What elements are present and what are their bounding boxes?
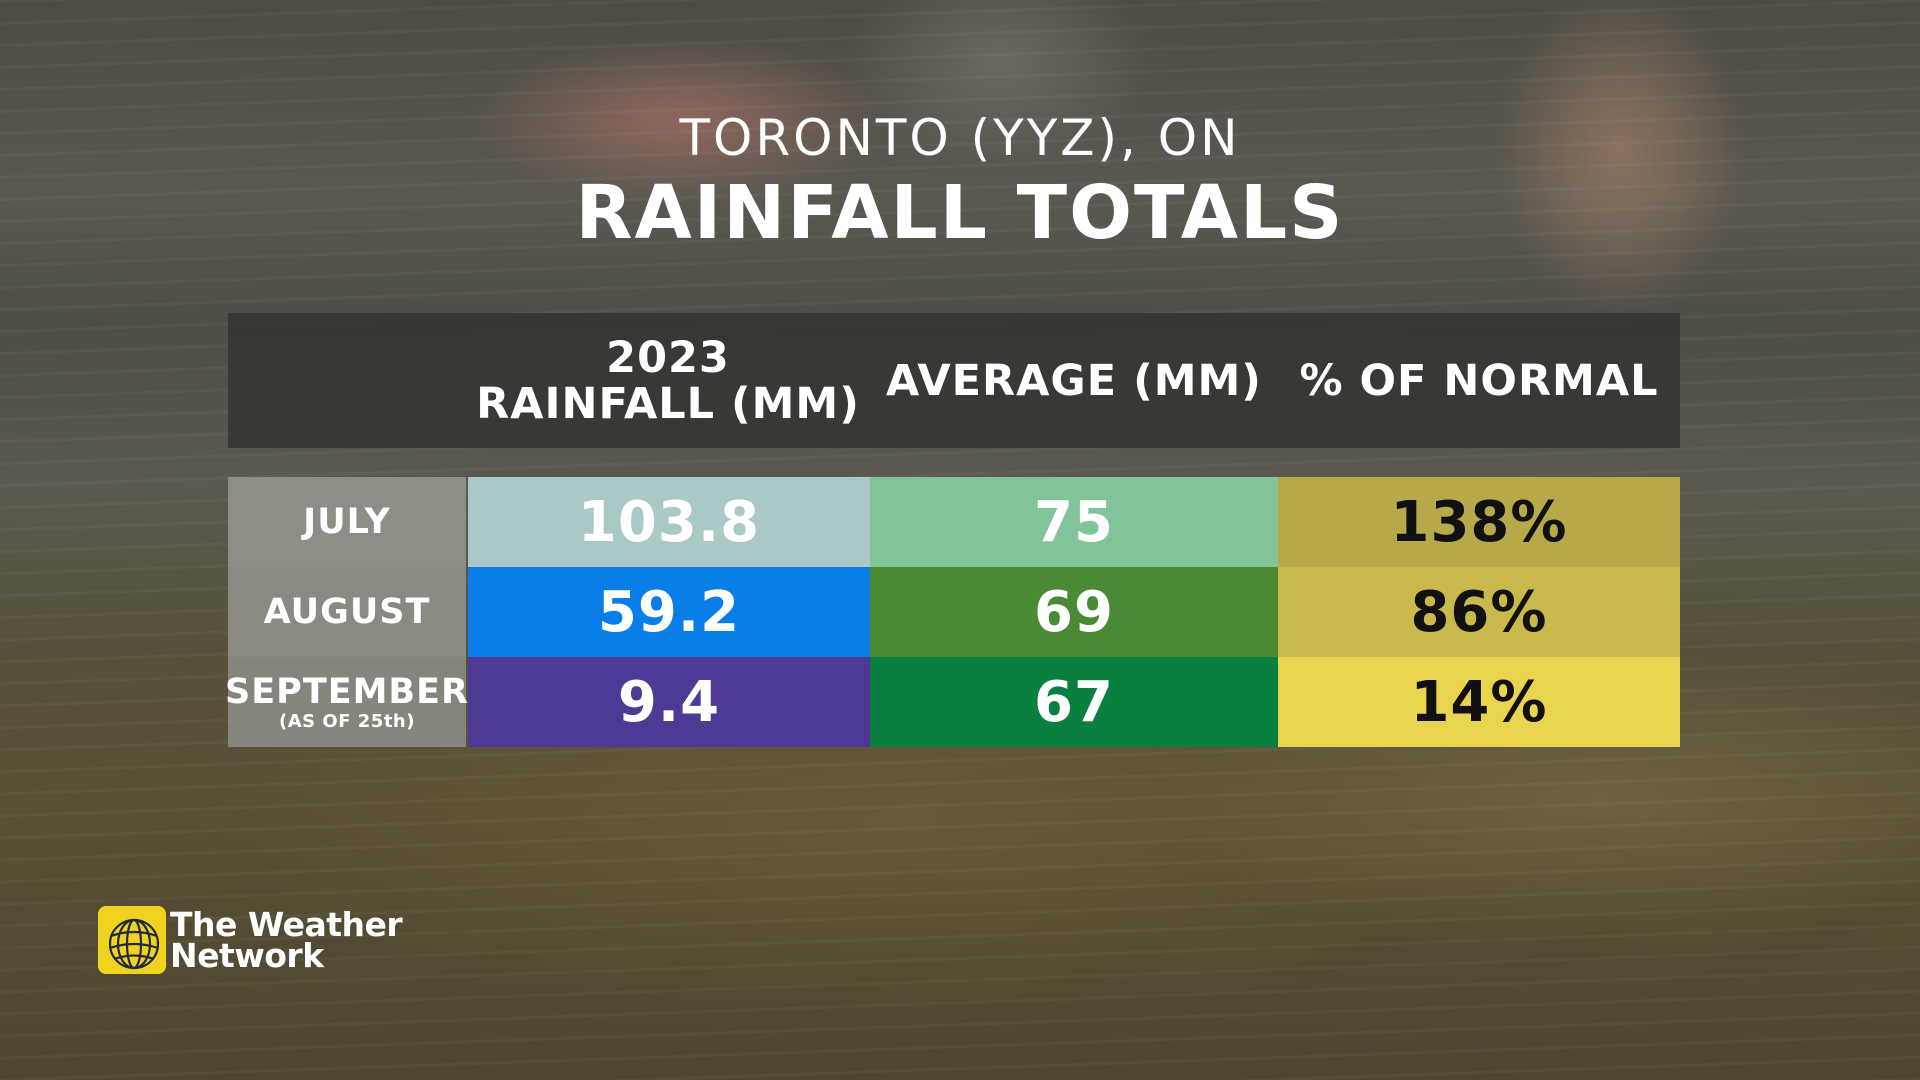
- cell-rainfall-august: 59.2: [468, 567, 870, 657]
- cell-percent-august: 86%: [1278, 567, 1680, 657]
- location-title: TORONTO (YYZ), ON: [679, 109, 1241, 167]
- row-label-august: AUGUST: [228, 567, 466, 657]
- weather-network-logo: The Weather Network: [98, 905, 403, 975]
- row-month-label: AUGUST: [263, 592, 431, 632]
- cell-average-september: 67: [870, 657, 1278, 747]
- cell-average-july: 75: [870, 477, 1278, 567]
- cell-percent-september: 14%: [1278, 657, 1680, 747]
- column-header-rainfall-label: RAINFALL (MM): [476, 378, 860, 429]
- row-month-label: SEPTEMBER: [225, 672, 469, 712]
- column-header-rainfall-year: 2023: [606, 332, 730, 383]
- column-header-average: AVERAGE (MM): [886, 355, 1262, 406]
- logo-text: The Weather Network: [170, 905, 403, 975]
- cell-rainfall-september: 9.4: [468, 657, 870, 747]
- row-label-september: SEPTEMBER (AS OF 25th): [225, 657, 469, 747]
- table-header-bar: [228, 313, 1680, 448]
- chart-title: RAINFALL TOTALS: [575, 170, 1345, 256]
- row-label-july: JULY: [228, 477, 466, 567]
- globe-icon: [98, 906, 166, 974]
- cell-percent-july: 138%: [1278, 477, 1680, 567]
- cell-average-august: 69: [870, 567, 1278, 657]
- column-header-rainfall: 2023 RAINFALL (MM): [466, 313, 870, 448]
- cell-rainfall-july: 103.8: [468, 477, 870, 567]
- row-note-label: (AS OF 25th): [279, 711, 415, 732]
- logo-text-line1: The Weather: [170, 905, 403, 944]
- logo-text-line2: Network: [170, 936, 324, 975]
- row-month-label: JULY: [303, 502, 391, 542]
- title-block: TORONTO (YYZ), ON RAINFALL TOTALS: [0, 108, 1920, 256]
- column-header-percent: % OF NORMAL: [1299, 355, 1659, 406]
